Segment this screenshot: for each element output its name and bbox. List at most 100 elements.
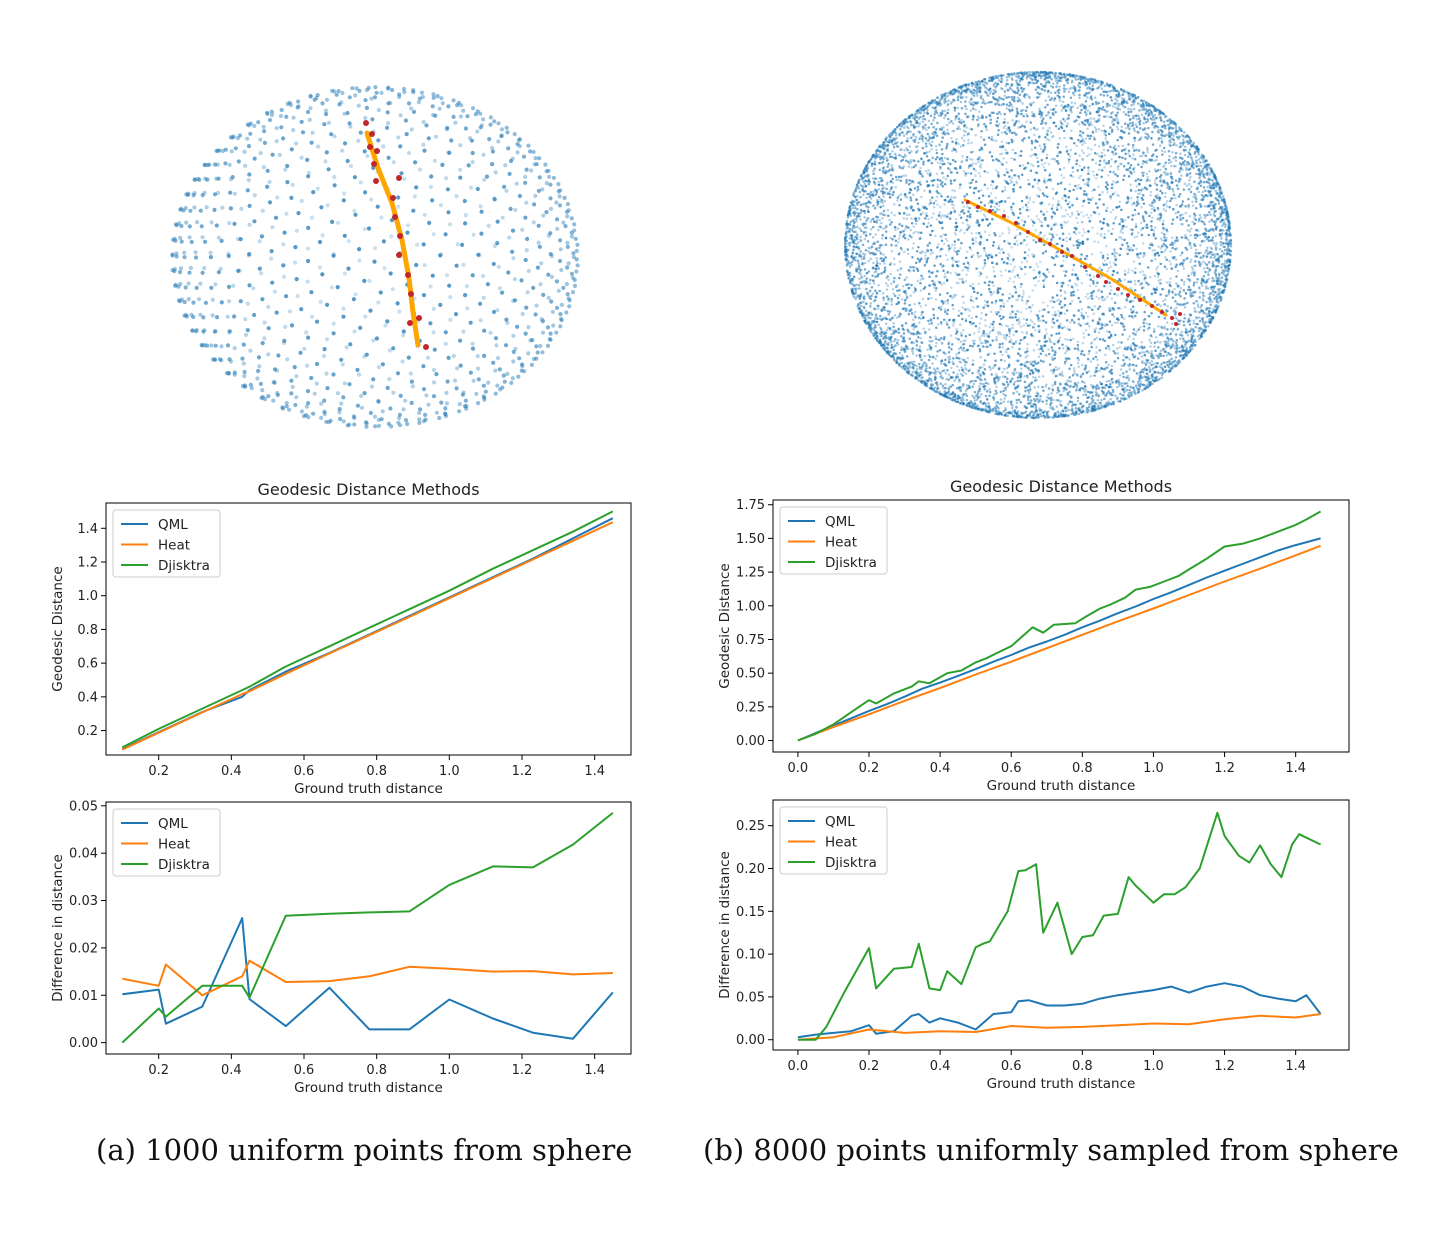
geodesic-path-line — [963, 198, 1168, 317]
y-tick-label: 1.00 — [736, 599, 765, 614]
path-point-marker — [407, 320, 413, 326]
path-point-marker — [1104, 280, 1108, 284]
y-tick-label: 1.4 — [77, 522, 98, 537]
y-tick-label: 0.8 — [77, 623, 98, 638]
y-tick-label: 0.05 — [736, 990, 765, 1005]
x-tick-label: 1.2 — [512, 764, 533, 779]
x-tick-label: 1.4 — [584, 1063, 605, 1078]
y-axis-label: Geodesic Distance — [50, 566, 66, 691]
y-tick-label: 0.6 — [77, 657, 98, 672]
path-point-marker — [1038, 238, 1042, 242]
x-tick-label: 1.2 — [512, 1063, 533, 1078]
series-line-djisktra — [121, 510, 614, 749]
series-line-qml — [797, 982, 1322, 1039]
legend-label-qml: QML — [825, 814, 855, 830]
y-tick-label: 0.25 — [736, 819, 765, 834]
legend-label-heat: Heat — [158, 538, 190, 554]
x-axis-label: Ground truth distance — [294, 781, 443, 797]
y-tick-label: 0.04 — [69, 847, 98, 862]
y-tick-label: 0.05 — [69, 799, 98, 814]
x-tick-label: 0.2 — [148, 1063, 169, 1078]
x-tick-label: 0.6 — [294, 764, 315, 779]
path-point-marker — [1014, 221, 1018, 225]
path-point-marker — [1138, 298, 1142, 302]
series-line-djisktra — [121, 812, 614, 1044]
y-tick-label: 0.02 — [69, 941, 98, 956]
x-axis-label: Ground truth distance — [987, 778, 1136, 794]
path-point-marker — [1160, 310, 1164, 314]
y-tick-label: 0.03 — [69, 894, 98, 909]
x-tick-label: 0.2 — [148, 764, 169, 779]
path-point-marker — [1116, 287, 1120, 291]
path-point-marker — [396, 252, 402, 258]
y-axis-label: Difference in distance — [50, 854, 66, 1002]
x-tick-label: 1.0 — [439, 1063, 460, 1078]
path-point-marker — [423, 344, 429, 350]
path-point-marker — [1070, 254, 1074, 258]
chart-b-difference-in-distance: 0.0 0.2 0.4 0.6 0.8 1.0 1.2 1.4 0.00 0.05 0.10 0.15… — [717, 799, 1350, 1092]
chart-title: Geodesic Distance Methods — [257, 480, 479, 499]
path-point-marker — [1170, 316, 1174, 320]
caption-b: (b) 8000 points uniformly sampled from s… — [703, 1133, 1399, 1167]
path-point-marker — [363, 120, 369, 126]
path-point-marker — [405, 272, 411, 278]
x-tick-label: 0.2 — [859, 1059, 880, 1074]
y-tick-label: 0.00 — [736, 1033, 765, 1048]
y-tick-label: 1.75 — [736, 498, 765, 513]
y-tick-label: 0.00 — [736, 734, 765, 749]
y-tick-label: 1.2 — [77, 555, 98, 570]
x-tick-label: 0.8 — [1072, 761, 1093, 776]
series-line-djisktra — [797, 811, 1322, 1041]
chart-title: Geodesic Distance Methods — [950, 477, 1172, 496]
path-point-marker — [1178, 312, 1182, 316]
path-point-marker — [1096, 274, 1100, 278]
x-tick-label: 0.4 — [221, 764, 242, 779]
path-point-marker — [1060, 250, 1064, 254]
legend-label-djisktra: Djisktra — [158, 558, 210, 574]
y-tick-label: 0.2 — [77, 724, 98, 739]
y-tick-label: 0.25 — [736, 700, 765, 715]
series-line-heat — [797, 544, 1321, 742]
path-point-marker — [408, 291, 414, 297]
chart-b-geodesic-distance: Geodesic Distance Methods 0.0 0.2 0.4 0.6 0.8… — [717, 477, 1350, 794]
legend-box — [779, 506, 888, 575]
y-tick-label: 1.0 — [77, 589, 98, 604]
x-tick-label: 0.8 — [366, 1063, 387, 1078]
y-tick-label: 1.50 — [736, 532, 765, 547]
x-tick-label: 1.2 — [1214, 1059, 1235, 1074]
x-tick-label: 1.4 — [1285, 761, 1306, 776]
x-tick-label: 0.8 — [366, 764, 387, 779]
x-tick-label: 1.2 — [1214, 761, 1235, 776]
caption-a: (a) 1000 uniform points from sphere — [96, 1133, 633, 1167]
legend-label-heat: Heat — [825, 835, 857, 851]
legend-label-heat: Heat — [158, 837, 190, 853]
path-point-marker — [374, 148, 380, 154]
y-tick-label: 0.00 — [69, 1036, 98, 1051]
y-tick-label: 0.4 — [77, 690, 98, 705]
path-point-marker — [976, 205, 980, 209]
chart-a-difference-in-distance: 0.2 0.4 0.6 0.8 1.0 1.2 1.4 0.00 0.01 0.02 0.03 0.0… — [50, 799, 632, 1096]
y-tick-label: 0.10 — [736, 948, 765, 963]
x-axis-label: Ground truth distance — [294, 1080, 443, 1096]
path-point-marker — [369, 131, 375, 137]
sphere-8000-points-plot — [843, 70, 1233, 420]
geodesic-path-line — [364, 130, 421, 348]
x-tick-label: 0.4 — [930, 1059, 951, 1074]
legend-box — [112, 808, 221, 877]
path-point-marker — [1150, 304, 1154, 308]
x-tick-label: 1.4 — [584, 764, 605, 779]
x-tick-label: 1.0 — [1143, 761, 1164, 776]
legend-label-djisktra: Djisktra — [158, 857, 210, 873]
x-tick-label: 0.8 — [1072, 1059, 1093, 1074]
path-point-marker — [966, 200, 970, 204]
legend-label-qml: QML — [158, 517, 188, 533]
y-tick-label: 0.15 — [736, 905, 765, 920]
path-point-marker — [1026, 230, 1030, 234]
x-tick-label: 0.0 — [788, 761, 809, 776]
legend-label-djisktra: Djisktra — [825, 555, 877, 571]
path-point-marker — [371, 161, 377, 167]
y-tick-label: 1.25 — [736, 566, 765, 581]
path-point-marker — [1174, 322, 1178, 326]
axes-frame — [772, 499, 1350, 753]
